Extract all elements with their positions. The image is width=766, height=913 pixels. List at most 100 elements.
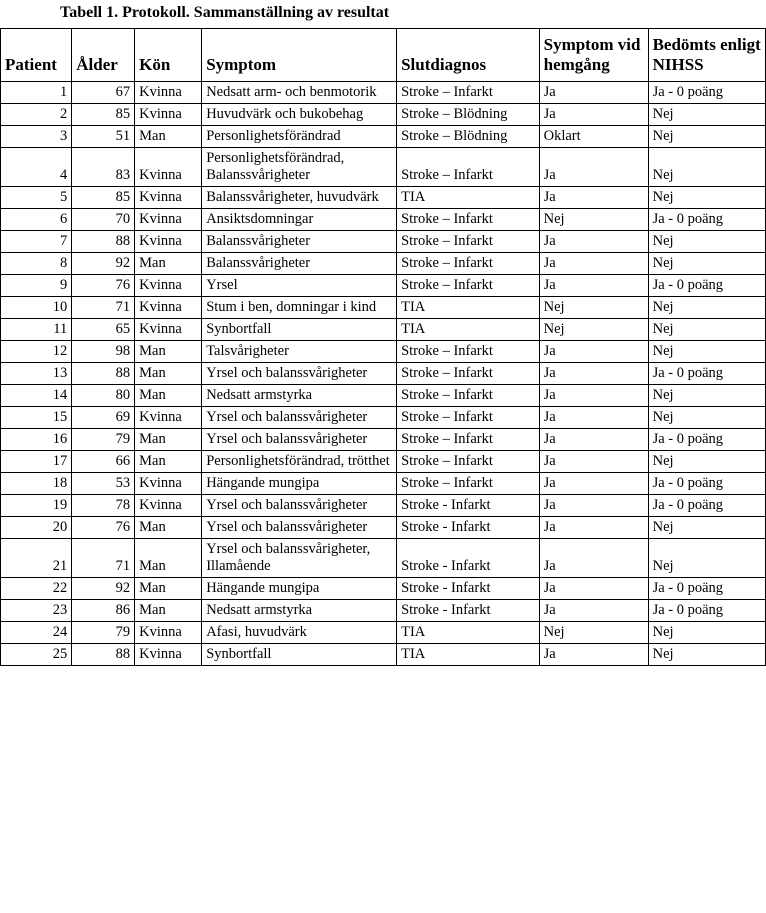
table-cell: Stroke - Infarkt xyxy=(397,495,540,517)
table-cell: Hängande mungipa xyxy=(202,473,397,495)
col-nihss: Bedömts enligt NIHSS xyxy=(648,29,765,82)
table-cell: Ja - 0 poäng xyxy=(648,600,765,622)
table-cell: 22 xyxy=(1,578,72,600)
table-cell: Kvinna xyxy=(135,495,202,517)
table-row: 1853KvinnaHängande mungipaStroke – Infar… xyxy=(1,473,766,495)
table-cell: Stroke – Infarkt xyxy=(397,407,540,429)
table-cell: Ja xyxy=(539,578,648,600)
table-cell: Ja - 0 poäng xyxy=(648,209,765,231)
table-cell: 7 xyxy=(1,231,72,253)
table-cell: Nej xyxy=(648,253,765,275)
table-cell: Ja xyxy=(539,275,648,297)
table-cell: Stroke – Blödning xyxy=(397,126,540,148)
table-cell: Stroke - Infarkt xyxy=(397,600,540,622)
table-row: 1766ManPersonlighetsförändrad, trötthetS… xyxy=(1,451,766,473)
table-cell: Ja - 0 poäng xyxy=(648,495,765,517)
col-symptom: Symptom xyxy=(202,29,397,82)
table-cell: Stroke - Infarkt xyxy=(397,539,540,578)
table-cell: Man xyxy=(135,451,202,473)
table-cell: Man xyxy=(135,363,202,385)
table-row: 285KvinnaHuvudvärk och bukobehagStroke –… xyxy=(1,104,766,126)
table-cell: 85 xyxy=(72,104,135,126)
table-cell: Stroke – Infarkt xyxy=(397,363,540,385)
table-cell: Ja xyxy=(539,644,648,666)
table-cell: 79 xyxy=(72,622,135,644)
table-cell: 14 xyxy=(1,385,72,407)
table-cell: Man xyxy=(135,385,202,407)
table-header-row: Patient Ålder Kön Symptom Slutdiagnos Sy… xyxy=(1,29,766,82)
table-cell: 71 xyxy=(72,297,135,319)
table-row: 2292ManHängande mungipaStroke - InfarktJ… xyxy=(1,578,766,600)
table-cell: Man xyxy=(135,539,202,578)
table-cell: 6 xyxy=(1,209,72,231)
table-row: 2076ManYrsel och balanssvårigheterStroke… xyxy=(1,517,766,539)
table-cell: 69 xyxy=(72,407,135,429)
table-cell: 51 xyxy=(72,126,135,148)
col-symptom-vid-hemgang: Symptom vid hemgång xyxy=(539,29,648,82)
table-cell: 11 xyxy=(1,319,72,341)
col-kon: Kön xyxy=(135,29,202,82)
table-cell: 12 xyxy=(1,341,72,363)
table-cell: 88 xyxy=(72,363,135,385)
table-cell: Synbortfall xyxy=(202,319,397,341)
table-cell: Nej xyxy=(648,517,765,539)
table-cell: Kvinna xyxy=(135,644,202,666)
table-cell: Personlighetsförändrad xyxy=(202,126,397,148)
table-cell: 65 xyxy=(72,319,135,341)
table-cell: Stroke – Infarkt xyxy=(397,451,540,473)
table-cell: Kvinna xyxy=(135,187,202,209)
table-row: 585KvinnaBalanssvårigheter, huvudvärkTIA… xyxy=(1,187,766,209)
table-cell: Nej xyxy=(539,209,648,231)
table-cell: Ja - 0 poäng xyxy=(648,82,765,104)
table-cell: TIA xyxy=(397,319,540,341)
table-cell: 67 xyxy=(72,82,135,104)
results-table: Patient Ålder Kön Symptom Slutdiagnos Sy… xyxy=(0,28,766,666)
table-cell: Stroke – Infarkt xyxy=(397,385,540,407)
table-cell: 53 xyxy=(72,473,135,495)
table-cell: Kvinna xyxy=(135,622,202,644)
table-row: 976KvinnaYrselStroke – InfarktJaJa - 0 p… xyxy=(1,275,766,297)
table-cell: 1 xyxy=(1,82,72,104)
table-cell: Ja xyxy=(539,253,648,275)
table-cell: Nedsatt armstyrka xyxy=(202,600,397,622)
table-row: 1165KvinnaSynbortfallTIANejNej xyxy=(1,319,766,341)
table-cell: Stroke – Infarkt xyxy=(397,209,540,231)
table-cell: 9 xyxy=(1,275,72,297)
table-row: 1569KvinnaYrsel och balanssvårigheterStr… xyxy=(1,407,766,429)
table-cell: Ja xyxy=(539,385,648,407)
table-cell: Kvinna xyxy=(135,209,202,231)
table-cell: Afasi, huvudvärk xyxy=(202,622,397,644)
table-cell: Yrsel och balanssvårigheter, Illamående xyxy=(202,539,397,578)
table-cell: Stroke – Infarkt xyxy=(397,82,540,104)
table-cell: 80 xyxy=(72,385,135,407)
col-alder: Ålder xyxy=(72,29,135,82)
table-cell: Stum i ben, domningar i kind xyxy=(202,297,397,319)
table-cell: 20 xyxy=(1,517,72,539)
table-cell: Nej xyxy=(648,126,765,148)
table-cell: 4 xyxy=(1,148,72,187)
table-cell: Nej xyxy=(648,451,765,473)
table-cell: Nej xyxy=(648,187,765,209)
table-cell: 98 xyxy=(72,341,135,363)
table-cell: Kvinna xyxy=(135,275,202,297)
table-cell: Stroke - Infarkt xyxy=(397,517,540,539)
table-cell: Ja xyxy=(539,495,648,517)
table-cell: Nej xyxy=(648,148,765,187)
table-cell: Stroke - Infarkt xyxy=(397,578,540,600)
table-cell: Stroke – Infarkt xyxy=(397,148,540,187)
table-cell: 66 xyxy=(72,451,135,473)
table-cell: TIA xyxy=(397,297,540,319)
table-cell: Talsvårigheter xyxy=(202,341,397,363)
table-row: 1679ManYrsel och balanssvårigheterStroke… xyxy=(1,429,766,451)
table-cell: 79 xyxy=(72,429,135,451)
table-cell: Ja xyxy=(539,539,648,578)
table-row: 788KvinnaBalanssvårigheterStroke – Infar… xyxy=(1,231,766,253)
table-cell: 86 xyxy=(72,600,135,622)
table-cell: Ja xyxy=(539,148,648,187)
table-cell: Hängande mungipa xyxy=(202,578,397,600)
table-cell: Personlighetsförändrad, Balanssvårighete… xyxy=(202,148,397,187)
table-cell: Stroke – Infarkt xyxy=(397,253,540,275)
table-row: 670KvinnaAnsiktsdomningarStroke – Infark… xyxy=(1,209,766,231)
table-cell: Ja - 0 poäng xyxy=(648,429,765,451)
table-cell: Nej xyxy=(648,644,765,666)
